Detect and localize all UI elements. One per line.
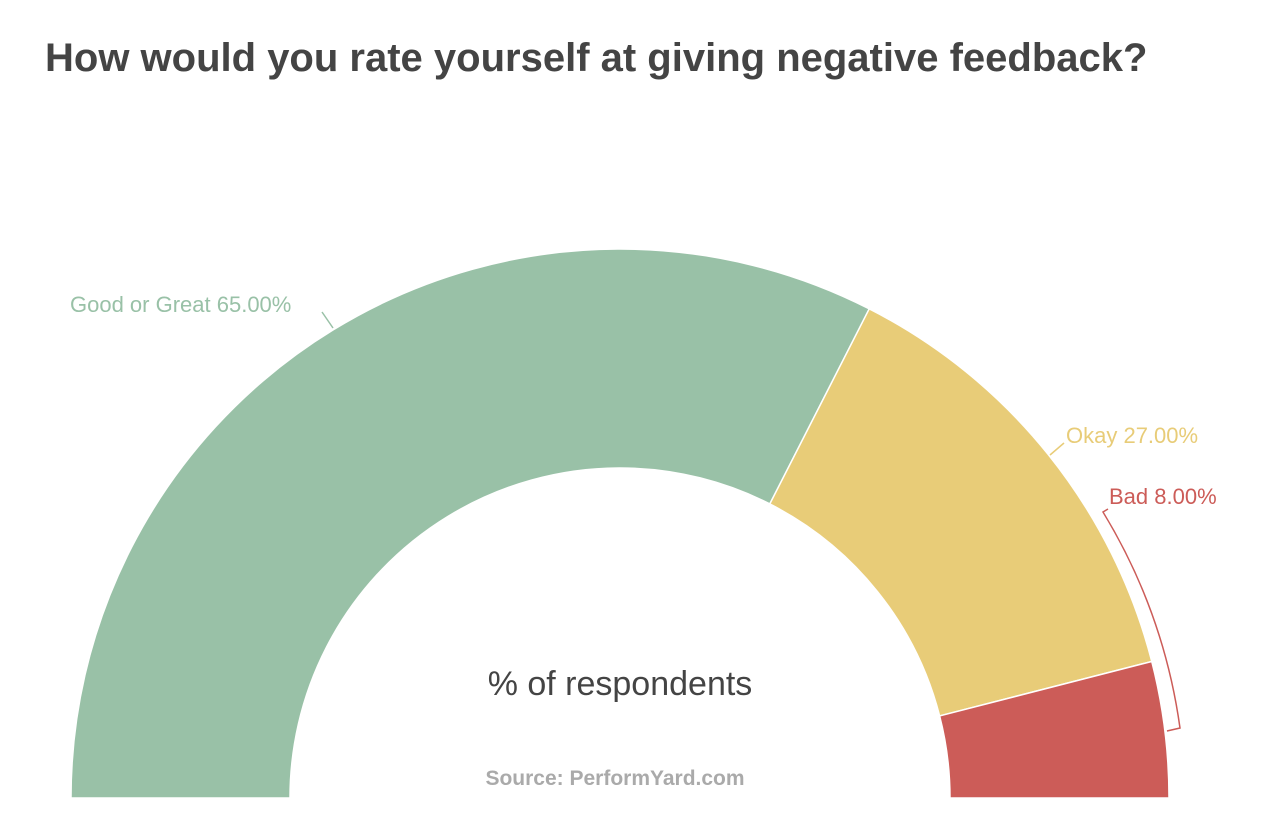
slice-okay <box>768 307 1153 717</box>
label-good: Good or Great 65.00% <box>70 292 291 317</box>
slice-good-or-great <box>70 248 871 799</box>
source-note: Source: PerformYard.com <box>485 767 744 790</box>
chart-title: How would you rate yourself at giving ne… <box>45 36 1148 80</box>
label-okay: Okay 27.00% <box>1066 423 1198 448</box>
leader-okay <box>1049 442 1065 456</box>
bracket-bad <box>1101 508 1181 732</box>
label-bad: Bad 8.00% <box>1109 484 1217 509</box>
slice-bad <box>938 660 1170 799</box>
center-label: % of respondents <box>488 665 753 703</box>
leader-good <box>321 311 334 329</box>
